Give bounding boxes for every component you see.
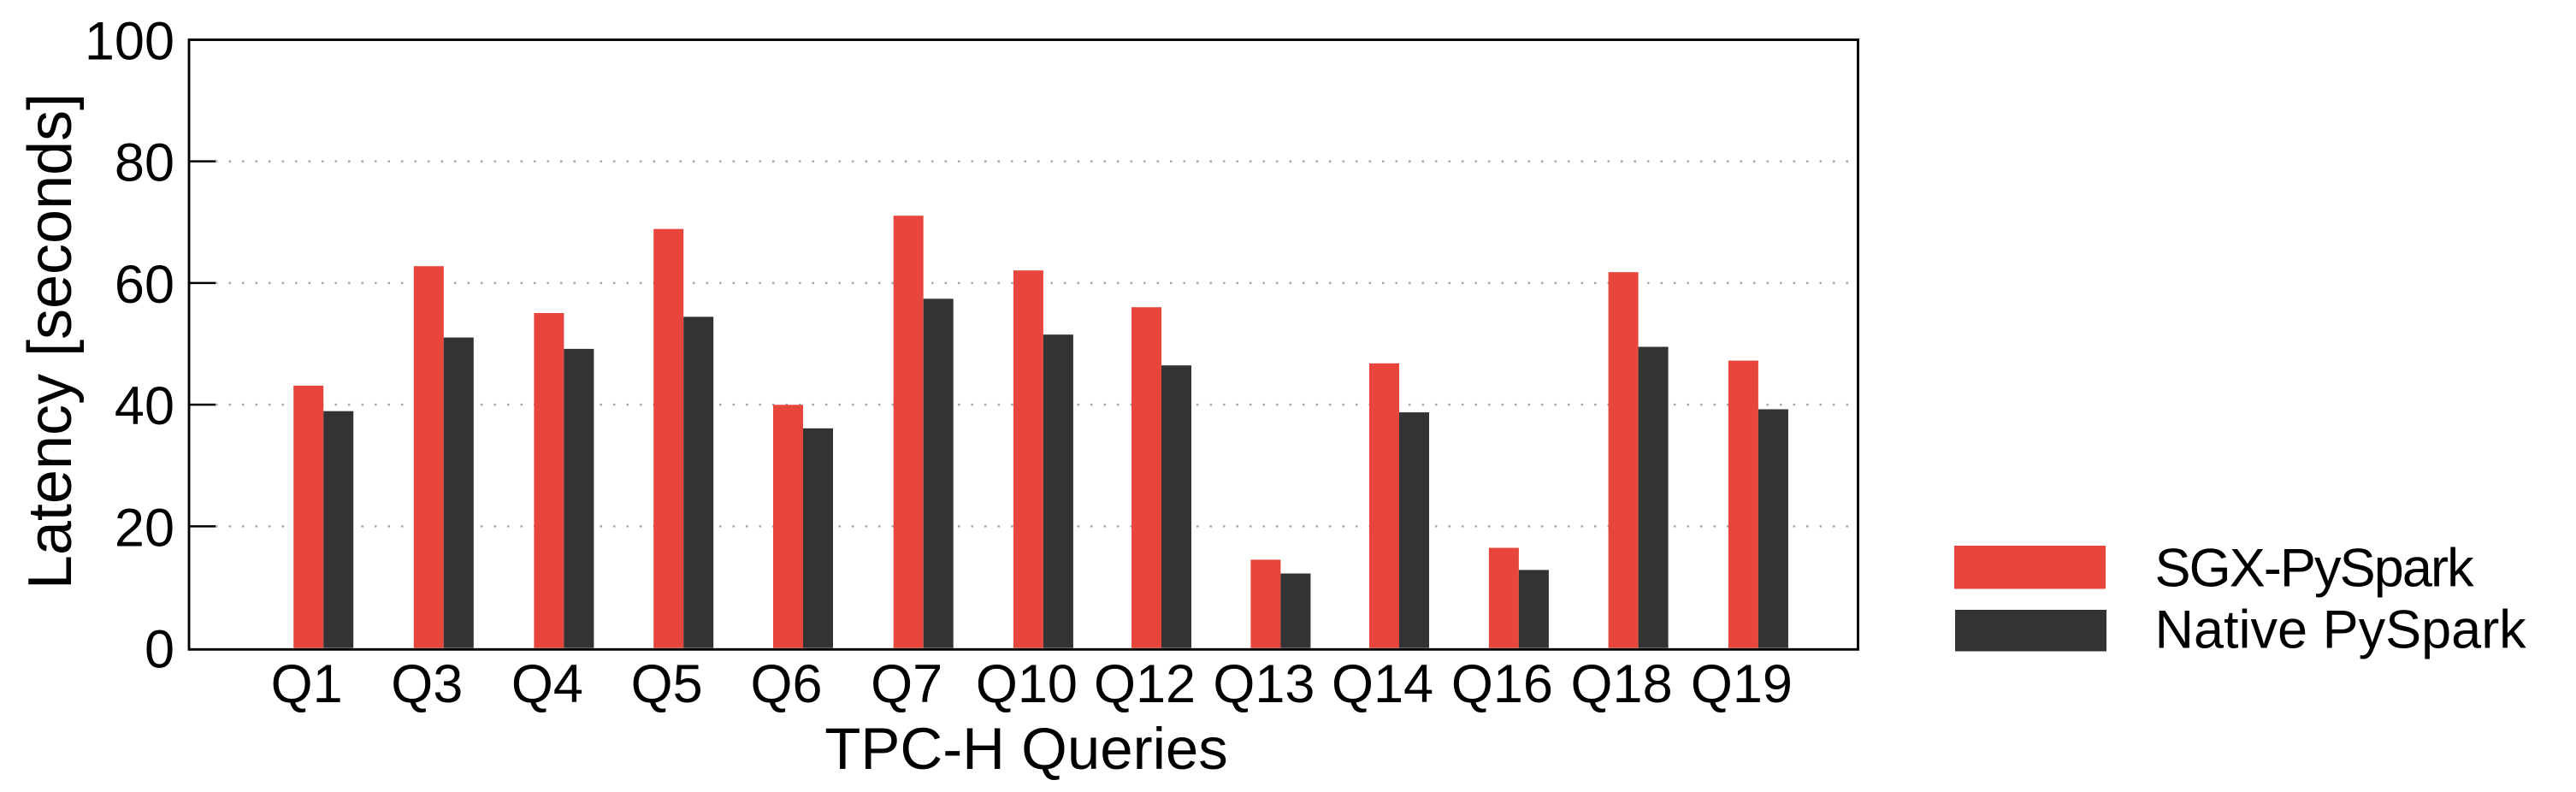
svg-text:SGX-PySpark: SGX-PySpark xyxy=(2155,539,2475,599)
svg-text:Latency [seconds]: Latency [seconds] xyxy=(16,93,85,589)
svg-text:Q1: Q1 xyxy=(271,654,343,714)
svg-text:0: 0 xyxy=(145,620,174,680)
svg-text:Q3: Q3 xyxy=(391,654,463,714)
svg-text:40: 40 xyxy=(115,376,174,436)
svg-text:Q12: Q12 xyxy=(1094,654,1196,714)
svg-text:Q16: Q16 xyxy=(1451,654,1553,714)
svg-text:100: 100 xyxy=(85,11,174,71)
svg-text:20: 20 xyxy=(115,498,174,558)
svg-text:60: 60 xyxy=(115,255,174,315)
svg-text:Q10: Q10 xyxy=(976,654,1078,714)
svg-text:Q4: Q4 xyxy=(511,654,583,714)
svg-text:TPC-H Queries: TPC-H Queries xyxy=(824,716,1228,782)
svg-text:Q13: Q13 xyxy=(1213,654,1315,714)
svg-text:80: 80 xyxy=(115,133,174,193)
svg-text:Q6: Q6 xyxy=(750,654,822,714)
svg-text:Q5: Q5 xyxy=(631,654,703,714)
svg-text:Q18: Q18 xyxy=(1571,654,1673,714)
svg-text:Q7: Q7 xyxy=(871,654,942,714)
svg-text:Native PySpark: Native PySpark xyxy=(2155,600,2527,659)
svg-text:Q14: Q14 xyxy=(1332,654,1433,714)
svg-text:Q19: Q19 xyxy=(1691,654,1793,714)
